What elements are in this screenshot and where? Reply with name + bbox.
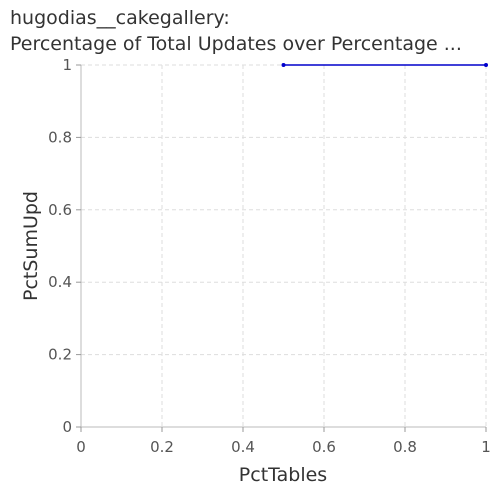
y-tick-label: 0.6 — [48, 201, 72, 219]
x-tick-label: 0 — [76, 438, 86, 456]
grid-lines — [81, 64, 487, 427]
y-ticks: 0 0.2 0.4 0.6 0.8 1 — [48, 56, 81, 436]
data-point — [484, 63, 488, 67]
y-tick-label: 0.2 — [48, 346, 72, 364]
y-tick-label: 0.8 — [48, 128, 72, 146]
axes — [80, 65, 486, 428]
series-group — [281, 63, 488, 67]
y-tick-label: 1 — [62, 56, 72, 74]
x-tick-label: 0.8 — [393, 438, 417, 456]
y-axis-label: PctSumUpd — [20, 191, 42, 301]
x-tick-label: 0.6 — [312, 438, 336, 456]
x-tick-label: 0.2 — [150, 438, 174, 456]
chart-title-line-2: Percentage of Total Updates over Percent… — [10, 33, 462, 55]
x-tick-label: 0.4 — [231, 438, 255, 456]
y-tick-label: 0 — [62, 418, 72, 436]
x-axis-label: PctTables — [239, 464, 327, 486]
y-tick-label: 0.4 — [48, 273, 72, 291]
chart-title-line-1: hugodias__cakegallery: — [10, 7, 230, 29]
data-point — [281, 63, 286, 67]
x-tick-label: 1 — [481, 438, 491, 456]
x-ticks: 0 0.2 0.4 0.6 0.8 1 — [76, 427, 491, 456]
